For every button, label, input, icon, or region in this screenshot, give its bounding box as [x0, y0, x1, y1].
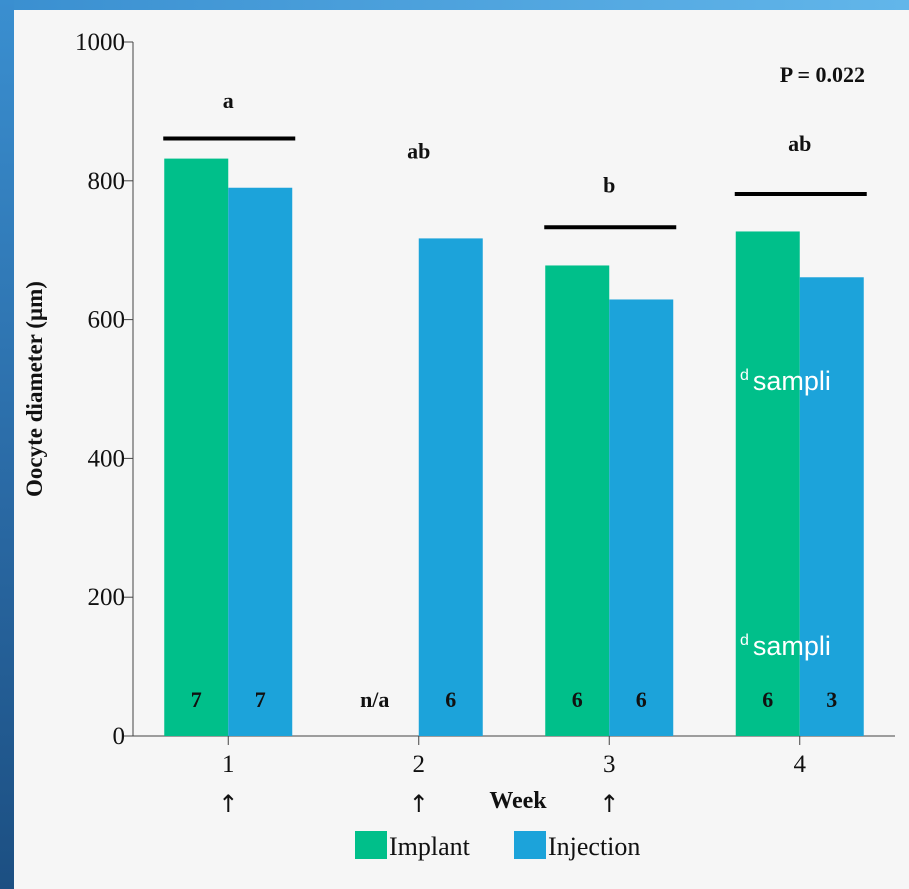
week-arrow-mark: ↑	[409, 790, 429, 818]
sample-size-label: n/a	[360, 687, 389, 712]
sample-size-label: 7	[191, 687, 202, 712]
x-tick-label: 3	[603, 751, 616, 778]
y-tick-label: 800	[88, 168, 126, 195]
stray-slide-text: d sampli	[740, 631, 831, 661]
week-arrow-mark: ↑	[599, 790, 619, 818]
group-letter: b	[603, 173, 615, 198]
stray-slide-text: d sampli	[740, 366, 831, 396]
y-tick-label: 0	[113, 723, 126, 750]
group-letter: ab	[788, 131, 811, 156]
legend-swatch-implant	[355, 831, 387, 859]
x-tick-label: 1	[222, 751, 235, 778]
chart-annotations: a ab b ab P = 0.022 d sampli d sampli	[163, 62, 867, 661]
p-value-annotation: P = 0.022	[780, 62, 865, 87]
y-tick-label: 1000	[75, 29, 125, 56]
slide-left-band	[0, 0, 14, 889]
x-tick-label: 4	[794, 751, 807, 778]
y-tick-label: 600	[88, 307, 126, 334]
sample-size-label: 6	[572, 687, 583, 712]
x-tick-label: 2	[413, 751, 426, 778]
chart-legend: Implant Injection	[355, 831, 640, 861]
bar-injection-week-2	[418, 238, 483, 737]
legend-label-implant: Implant	[389, 832, 471, 861]
sample-size-label: 6	[445, 687, 456, 712]
y-tick-label: 400	[88, 445, 126, 472]
group-letter: a	[223, 88, 234, 113]
bar-implant-week-4	[735, 231, 800, 736]
bar-injection-week-3	[609, 299, 674, 736]
bar-implant-week-3	[545, 265, 610, 736]
sample-size-label: 6	[762, 687, 773, 712]
bar-implant-week-1	[164, 158, 229, 737]
slide-top-band	[0, 0, 909, 10]
chart-bars: 7 7 n/a 6 6 6 6 3	[164, 158, 864, 737]
x-axis-label: Week	[489, 788, 547, 814]
legend-label-injection: Injection	[548, 832, 640, 861]
week-arrow-mark: ↑	[218, 790, 238, 818]
bar-injection-week-1	[228, 187, 293, 737]
legend-swatch-injection	[514, 831, 546, 859]
bar-injection-week-4	[799, 277, 864, 736]
sample-size-label: 3	[826, 687, 837, 712]
sample-size-label: 6	[636, 687, 647, 712]
chart-axes: 0 200 400 600 800 1000 Oocyte diameter (µm) 1 2 3…	[22, 29, 895, 818]
sample-size-label: 7	[255, 687, 266, 712]
group-letter: ab	[407, 139, 430, 164]
y-axis-label: Oocyte diameter (µm)	[22, 281, 47, 497]
y-tick-label: 200	[88, 584, 126, 611]
